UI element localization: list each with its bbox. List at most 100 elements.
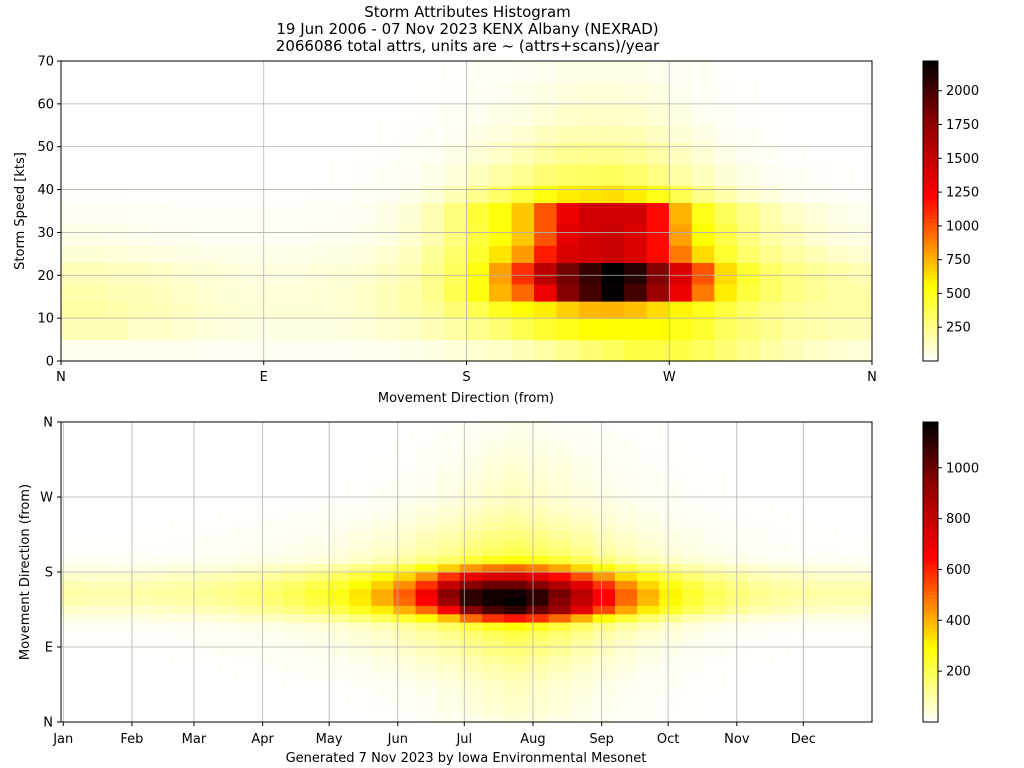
heatmap-cell [781,185,806,204]
heatmap-cell [714,283,738,302]
heatmap-cell [482,613,505,623]
heatmap-cell [659,630,683,640]
heatmap-cell [286,103,310,126]
heatmap-cell [282,447,306,456]
heatmap-cell [353,283,377,302]
heatmap-cell [61,672,84,681]
heatmap-cell [173,223,197,246]
x-tick-label: Jul [455,732,472,747]
heatmap-cell [592,547,616,556]
heatmap-cell [489,318,513,341]
heatmap-cell [556,163,580,186]
heatmap-cell [534,223,558,246]
x-tick-label: Sep [589,732,614,747]
heatmap-cell [703,663,727,673]
heatmap-cell [326,713,350,723]
y-tick-label: 60 [37,97,54,112]
heatmap-cell [238,580,262,590]
heatmap-cell [127,438,151,448]
heatmap-cell [437,513,461,523]
heatmap-cell [260,430,284,440]
heatmap-cell [149,580,173,590]
heatmap-cell [415,588,439,598]
heatmap-cell [570,447,594,456]
heatmap-cell [437,672,461,681]
heatmap-cell [747,605,771,615]
heatmap-cell [216,497,239,506]
heatmap-cell [836,438,860,448]
heatmap-cell [703,688,727,698]
heatmap-cell [282,455,306,465]
heatmap-cell [534,103,558,126]
heatmap-cell [218,125,242,144]
heatmap-cell [216,672,239,681]
colorbar-segment [923,308,938,313]
heatmap-cell [624,223,648,246]
heatmap-cell [171,538,195,548]
heatmap-cell [282,472,306,481]
heatmap-cell [759,125,783,144]
colorbar-segment [923,214,938,220]
heatmap-cell [570,588,594,598]
heatmap-cell [836,488,860,498]
heatmap-cell [238,647,262,656]
heatmap-cell [349,522,372,531]
heatmap-cell [415,463,439,473]
heatmap-cell [849,82,873,105]
heatmap-cell [714,61,738,84]
heatmap-cell [489,185,513,204]
heatmap-cell [61,430,84,440]
heatmap-cell [646,61,670,84]
heatmap-cell [437,697,461,706]
heatmap-cell [570,705,594,715]
heatmap-cell [714,245,738,264]
heatmap-cell [371,580,394,590]
heatmap-cell [556,301,580,319]
heatmap-cell [105,663,129,673]
heatmap-cell [238,522,262,531]
heatmap-cell [570,480,594,490]
colorbar-tick-label: 1500 [946,152,979,167]
heatmap-cell [814,580,838,590]
heatmap-cell [349,547,372,556]
heatmap-cell [349,580,372,590]
heatmap-cell [415,555,439,565]
heatmap-cell [196,245,220,264]
heatmap-cell [304,563,328,573]
heatmap-cell [193,455,217,465]
heatmap-cell [127,622,151,631]
heatmap-cell [482,638,505,648]
heatmap-cell [238,455,262,465]
heatmap-cell [781,318,806,341]
heatmap-cell [238,463,262,473]
heatmap-cell [371,680,394,690]
heatmap-cell [415,605,439,615]
heatmap-cell [353,245,377,264]
heatmap-cell [601,318,625,341]
heatmap-cell [127,680,151,690]
heatmap-cell [171,672,195,681]
top-heatmap-cells [61,61,873,362]
heatmap-cell [548,680,572,690]
heatmap-cell [804,262,828,285]
heatmap-cell [105,713,129,723]
heatmap-cell [171,447,195,456]
heatmap-cell [482,713,505,723]
heatmap-cell [349,638,372,648]
heatmap-cell [504,680,527,690]
heatmap-cell [482,530,505,540]
heatmap-cell [371,522,394,531]
heatmap-cell [534,125,558,144]
heatmap-cell [814,597,838,606]
heatmap-cell [646,202,670,225]
heatmap-cell [614,472,638,481]
x-tick-label: Jan [52,732,73,747]
colorbar-segment [923,635,938,641]
heatmap-cell [326,422,350,431]
heatmap-cell [836,680,860,690]
heatmap-cell [149,663,173,673]
heatmap-cell [637,497,660,506]
heatmap-cell [216,438,239,448]
heatmap-cell [858,497,873,506]
heatmap-cell [149,513,173,523]
